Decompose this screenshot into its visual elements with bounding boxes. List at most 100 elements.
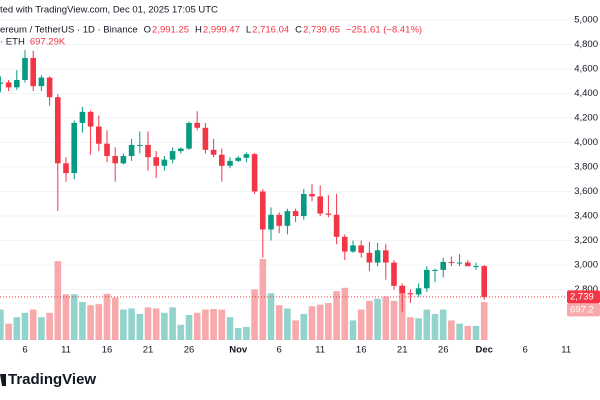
volume-bar — [251, 289, 258, 340]
candle-body — [448, 261, 455, 263]
x-tick-label: Dec — [475, 345, 492, 356]
candle-body — [243, 154, 250, 158]
candle-body — [251, 154, 258, 192]
y-tick-label: 5,000 — [574, 14, 598, 25]
volume-bar — [480, 302, 488, 340]
y-tick-label: 3,800 — [574, 162, 598, 173]
volume-bar — [308, 306, 316, 340]
candle-body — [5, 82, 12, 88]
volume-bar — [390, 300, 398, 340]
volume-bar — [398, 285, 406, 340]
candle-body — [333, 214, 340, 237]
candle-body — [210, 149, 217, 155]
ohlc-value: 2,991.25 — [152, 25, 189, 36]
x-tick-label: 16 — [356, 345, 367, 356]
x-tick-label: 26 — [438, 345, 449, 356]
ohlc-label: O — [144, 25, 151, 36]
candle-body — [38, 77, 45, 87]
candle-body — [186, 122, 192, 149]
candle-body — [350, 245, 356, 252]
x-tick-label: 6 — [22, 345, 27, 356]
volume-bar — [300, 313, 308, 340]
volume-bar — [87, 305, 94, 340]
brand: TradingView — [8, 371, 96, 388]
x-tick-label: Nov — [229, 345, 248, 356]
logo-icon — [0, 374, 6, 386]
x-tick-label: 11 — [61, 345, 71, 356]
volume-bar — [218, 309, 226, 340]
candle-body — [481, 266, 487, 297]
candle-body — [260, 191, 266, 230]
candle-body — [128, 144, 135, 156]
volume-bar — [292, 320, 299, 340]
candle-body — [374, 250, 381, 263]
candle-body — [391, 262, 397, 286]
candle-body — [424, 269, 430, 289]
candle-body — [161, 159, 168, 166]
volume-bar — [234, 328, 242, 340]
candle-body — [137, 144, 143, 146]
candle-body — [145, 144, 151, 158]
symbol-title: ereum / TetherUS · 1D · Binance — [0, 25, 138, 36]
x-tick-label: 6 — [523, 345, 528, 356]
x-tick-label: 11 — [561, 345, 571, 356]
candle-body — [276, 214, 282, 226]
candle-body — [292, 211, 299, 217]
candle-body — [358, 245, 364, 253]
candle-body — [317, 196, 323, 214]
candle-body — [87, 111, 94, 127]
x-tick-label: 6 — [277, 345, 282, 356]
volume-bar — [103, 293, 111, 340]
volume-bar — [423, 309, 431, 340]
volume-bar — [128, 308, 135, 340]
y-tick-label: 4,200 — [574, 113, 598, 124]
volume-bar — [79, 301, 86, 340]
candle-body — [0, 82, 4, 84]
volume-bar — [0, 309, 4, 340]
y-tick-label: 4,000 — [574, 137, 598, 148]
volume-bar — [161, 312, 168, 340]
volume-bar — [70, 294, 78, 340]
volume-bar — [136, 313, 144, 340]
volume-bar — [29, 309, 37, 340]
candle-body — [71, 122, 77, 174]
ohlc-label: L — [246, 25, 251, 36]
volume-bar — [210, 309, 217, 340]
candle-body — [407, 293, 414, 295]
volume-bar — [382, 296, 390, 340]
candle-body — [383, 250, 389, 263]
volume-bar — [267, 293, 275, 340]
volume-bar — [316, 304, 324, 340]
volume-bar — [333, 291, 340, 340]
y-tick-label: 3,400 — [574, 211, 598, 222]
price-tag-box — [567, 290, 600, 304]
volume-bar — [456, 323, 463, 340]
y-tick-label: 3,200 — [574, 235, 598, 246]
volume-bar — [243, 326, 250, 340]
candle-body — [63, 163, 69, 174]
candle-body — [55, 97, 61, 164]
volume-bar — [169, 307, 176, 340]
candle-body — [112, 155, 118, 164]
volume-bar — [464, 325, 472, 340]
y-tick-label: 3,600 — [574, 186, 598, 197]
candle-body — [268, 214, 274, 230]
candle-body — [96, 126, 102, 144]
change: −251.61 (−8.41%) — [346, 25, 422, 36]
candle-body — [342, 236, 348, 252]
volume-last: 697.29K — [30, 37, 66, 48]
volume-bar — [111, 297, 119, 340]
volume-bar — [472, 325, 480, 340]
candle-body — [219, 154, 225, 166]
candle-body — [104, 143, 110, 156]
volume-tag-box — [567, 303, 600, 317]
candle-body — [22, 57, 28, 81]
plot-area — [0, 19, 572, 340]
candle-body — [153, 157, 159, 166]
volume-tag: 697.2 — [570, 304, 594, 315]
volume-title: · ETH — [0, 37, 25, 48]
source-note: ted with TradingView.com, Dec 01, 2025 1… — [0, 5, 218, 16]
candle-body — [456, 262, 463, 264]
candle-body — [14, 80, 20, 88]
volume-bar — [431, 313, 439, 340]
